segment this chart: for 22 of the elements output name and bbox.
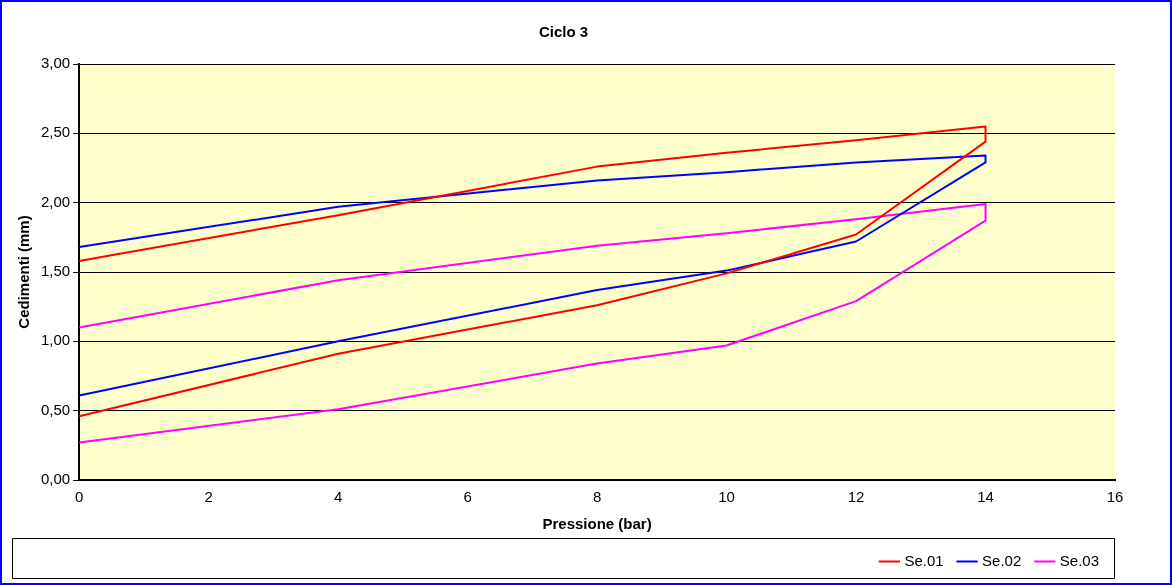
x-tick-label: 16 [1106, 488, 1124, 506]
y-tick-label: 1,50 [40, 262, 71, 280]
x-tick-label: 6 [463, 488, 472, 506]
legend-label: Se.02 [982, 551, 1022, 569]
x-tick-label: 10 [718, 488, 735, 506]
x-tick-label: 0 [75, 488, 84, 506]
chart-title: Ciclo 3 [538, 23, 589, 41]
y-tick-label: 2,00 [40, 192, 71, 210]
y-axis-title: Cedimenti (mm) [15, 215, 33, 329]
legend-label: Se.03 [1059, 551, 1099, 569]
x-tick-label: 14 [977, 488, 994, 506]
x-tick-label: 4 [333, 488, 343, 506]
legend-label: Se.01 [904, 551, 944, 569]
x-axis-title: Pressione (bar) [542, 515, 652, 533]
x-tick-label: 12 [847, 488, 865, 506]
y-tick-label: 0,50 [40, 400, 71, 418]
y-tick-label: 0,00 [40, 470, 71, 488]
y-tick-label: 3,00 [40, 54, 71, 72]
x-tick-label: 2 [204, 488, 213, 506]
y-tick-label: 2,50 [40, 123, 71, 141]
y-tick-label: 1,00 [40, 331, 71, 349]
x-tick-label: 8 [592, 488, 602, 506]
